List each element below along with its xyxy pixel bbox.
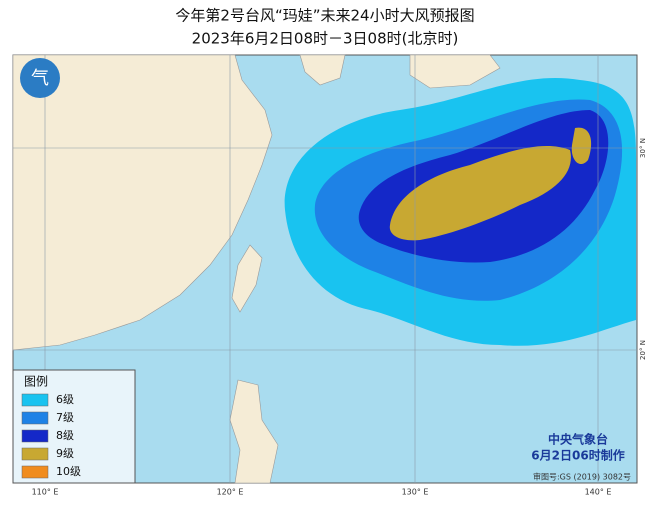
approval-number: 审图号:GS (2019) 3082号 [533,472,631,482]
taiwan [231,244,263,313]
logo: 气 [20,58,60,98]
legend-label: 10级 [56,465,81,478]
agency: 中央气象台 [548,432,608,447]
issued-time: 6月2日06时制作 [531,448,624,463]
lat-label: 30° N [639,138,647,158]
korea [299,54,346,86]
legend-label: 8级 [56,429,74,442]
legend: 图例 6级 7级 8级 9级 10级 [12,369,136,484]
legend-label: 6级 [56,393,74,406]
legend-title: 图例 [24,375,48,389]
legend-swatch [21,393,49,407]
zone-9b [571,127,592,165]
zone-9 [389,145,571,241]
luzon [229,379,279,484]
legend-label: 7级 [56,411,74,424]
legend-swatch [21,411,49,425]
legend-swatch [21,447,49,461]
legend-box [12,369,136,484]
lon-label: 130° E [402,488,429,497]
lon-label: 140° E [585,488,612,497]
lon-label: 120° E [217,488,244,497]
svg-text:气: 气 [31,68,49,89]
legend-swatch [21,465,49,479]
legend-swatch [21,429,49,443]
title: 今年第2号台风“玛娃”未来24小时大风预报图 [175,7,474,25]
legend-items: 6级 7级 8级 9级 10级 [21,393,81,479]
lat-label: 20° N [639,340,647,360]
mainland [12,54,273,351]
japan [409,54,501,89]
subtitle: 2023年6月2日08时－3日08时(北京时) [192,30,459,48]
lon-label: 110° E [32,488,59,497]
legend-label: 9级 [56,447,74,460]
